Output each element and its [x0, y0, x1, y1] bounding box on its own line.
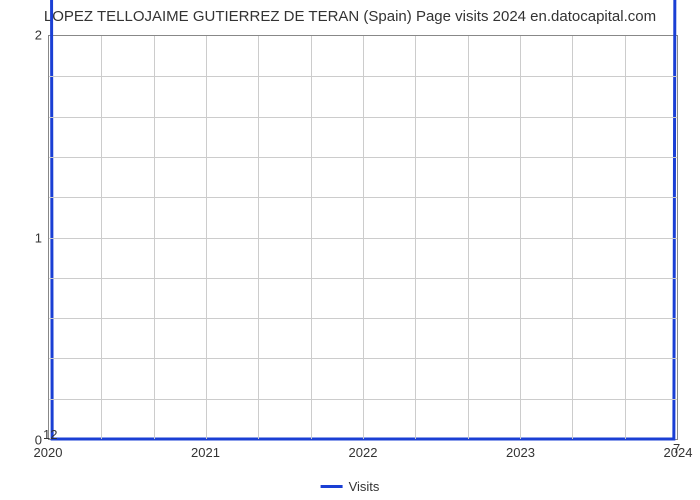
legend: Visits — [321, 479, 380, 494]
plot-area — [48, 35, 678, 440]
grid-line-h-minor — [49, 76, 677, 77]
grid-line-h-minor — [49, 278, 677, 279]
grid-line-h-minor — [49, 197, 677, 198]
grid-line-h-minor — [49, 318, 677, 319]
xtick-label: 2022 — [349, 445, 378, 460]
ytick-label: 1 — [35, 230, 42, 245]
legend-label: Visits — [349, 479, 380, 494]
ytick-label: 0 — [35, 433, 42, 448]
xtick-label: 2024 — [664, 445, 693, 460]
chart-title: LOPEZ TELLOJAIME GUTIERREZ DE TERAN (Spa… — [0, 0, 700, 25]
xtick-label: 2023 — [506, 445, 535, 460]
xtick-label: 2021 — [191, 445, 220, 460]
grid-line-h-minor — [49, 157, 677, 158]
grid-line-h-minor — [49, 358, 677, 359]
left-end-label: 12 — [43, 427, 57, 442]
grid-line-h-minor — [49, 399, 677, 400]
grid-line-h — [49, 238, 677, 239]
grid-line-h-minor — [49, 117, 677, 118]
legend-swatch — [321, 485, 343, 488]
chart-area: 12 7 20202021202220232024012 — [48, 35, 678, 440]
ytick-label: 2 — [35, 28, 42, 43]
